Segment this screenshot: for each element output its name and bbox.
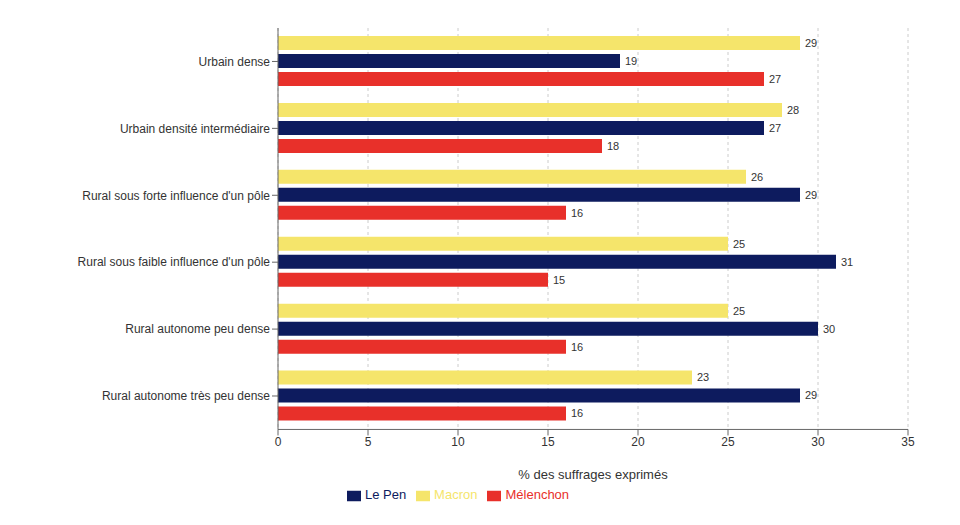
svg-text:16: 16 bbox=[571, 407, 583, 419]
svg-text:15: 15 bbox=[553, 274, 565, 286]
svg-text:31: 31 bbox=[841, 256, 853, 268]
html-text:Macron: Macron bbox=[434, 487, 478, 503]
svg-text:Urbain dense: Urbain dense bbox=[199, 55, 271, 69]
svg-text:Rural autonome peu dense: Rural autonome peu dense bbox=[125, 322, 270, 336]
svg-text:35: 35 bbox=[901, 435, 915, 449]
svg-text:29: 29 bbox=[805, 37, 817, 49]
svg-text:25: 25 bbox=[721, 435, 735, 449]
svg-text:18: 18 bbox=[607, 140, 619, 152]
svg-text:Rural sous forte influence d'u: Rural sous forte influence d'un pôle bbox=[82, 189, 270, 203]
svg-text:26: 26 bbox=[751, 171, 763, 183]
html-text:Mélenchon: Mélenchon bbox=[505, 487, 570, 503]
svg-text:16: 16 bbox=[571, 207, 583, 219]
svg-text:Urbain densité intermédiaire: Urbain densité intermédiaire bbox=[120, 122, 270, 136]
svg-text:23: 23 bbox=[697, 371, 709, 383]
svg-text:5: 5 bbox=[365, 435, 372, 449]
svg-text:% des suffrages exprimés: % des suffrages exprimés bbox=[518, 467, 668, 482]
svg-text:29: 29 bbox=[805, 389, 817, 401]
svg-text:19: 19 bbox=[625, 55, 637, 67]
svg-text:25: 25 bbox=[733, 238, 745, 250]
svg-text:30: 30 bbox=[811, 435, 825, 449]
svg-text:Rural sous faible influence d': Rural sous faible influence d'un pôle bbox=[78, 255, 271, 269]
html-text:Le Pen: Le Pen bbox=[364, 487, 407, 503]
svg-text:Rural autonome très peu dense: Rural autonome très peu dense bbox=[102, 389, 270, 403]
svg-text:27: 27 bbox=[769, 73, 781, 85]
svg-text:20: 20 bbox=[631, 435, 645, 449]
svg-text:10: 10 bbox=[451, 435, 465, 449]
svg-text:27: 27 bbox=[769, 122, 781, 134]
svg-text:15: 15 bbox=[541, 435, 555, 449]
svg-text:0: 0 bbox=[275, 435, 282, 449]
svg-text:28: 28 bbox=[787, 104, 799, 116]
svg-text:16: 16 bbox=[571, 341, 583, 353]
svg-text:30: 30 bbox=[823, 323, 835, 335]
svg-text:29: 29 bbox=[805, 189, 817, 201]
svg-text:25: 25 bbox=[733, 305, 745, 317]
